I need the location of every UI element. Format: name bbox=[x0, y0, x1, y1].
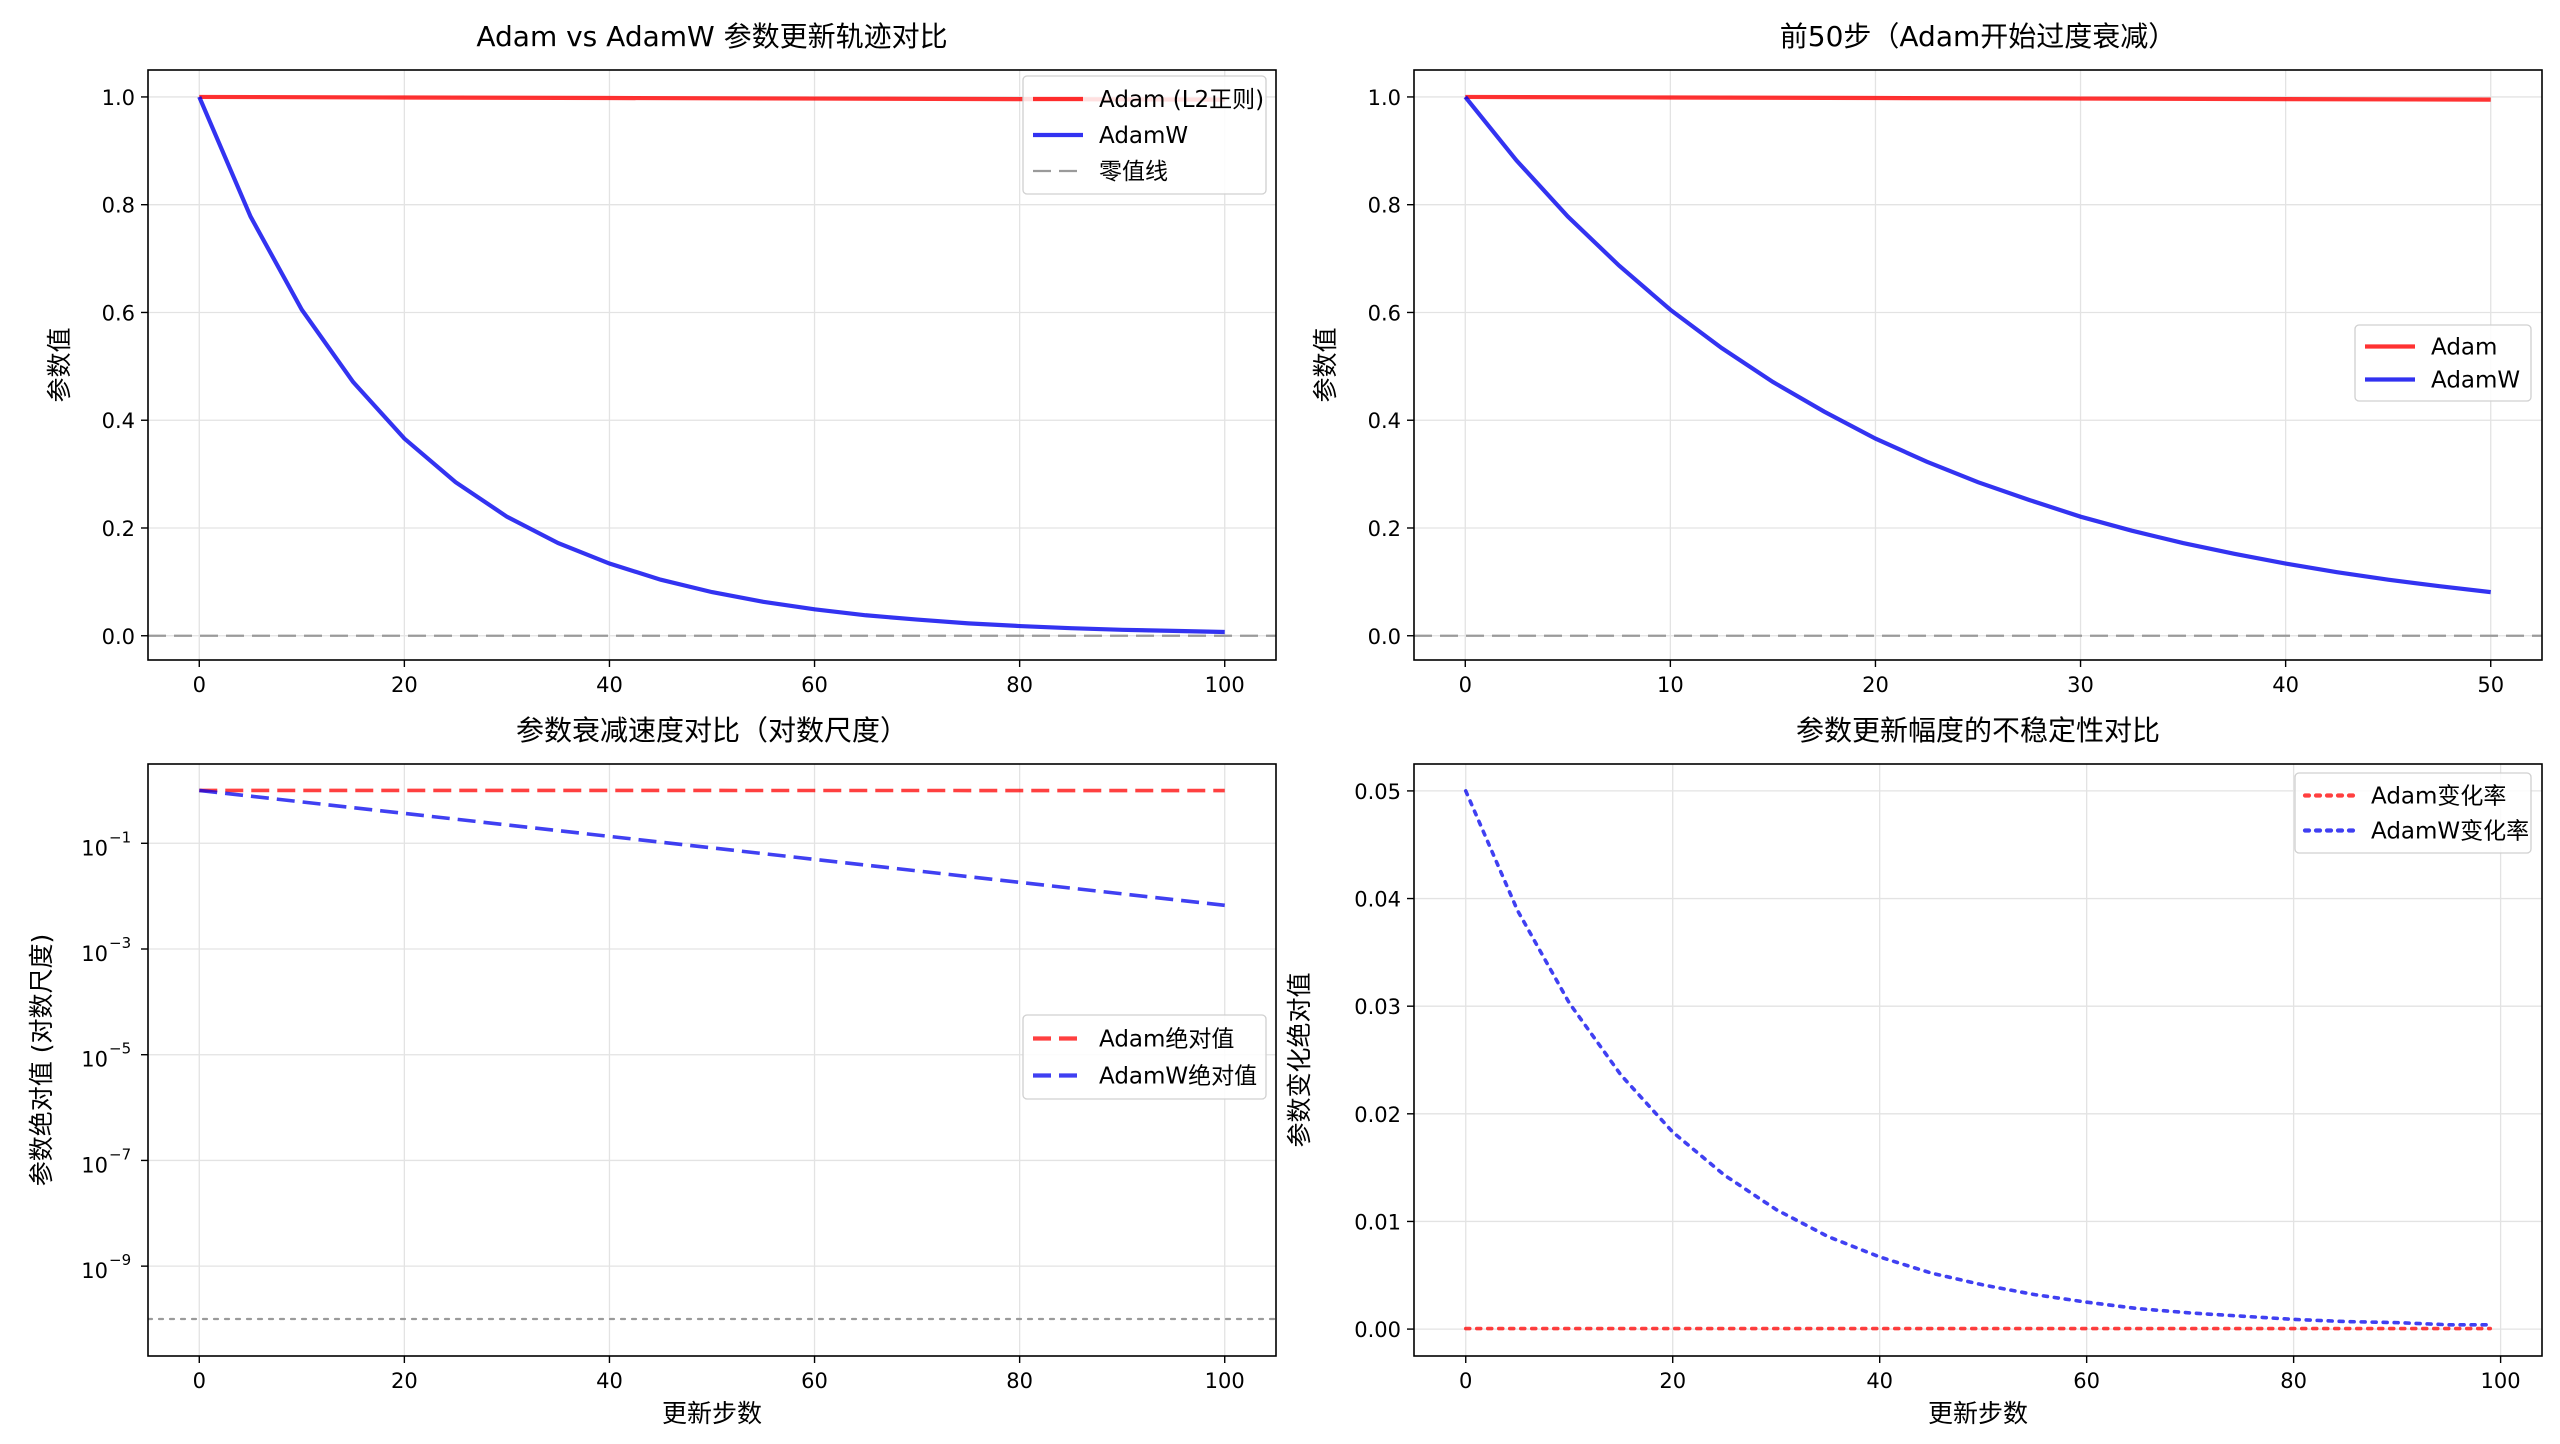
legend-label: Adam bbox=[2431, 335, 2497, 361]
legend: Adam绝对值 AdamW绝对值 bbox=[1022, 1014, 1267, 1100]
y-tick-label: 0.04 bbox=[1354, 888, 1401, 912]
x-tick-label: 40 bbox=[596, 673, 623, 697]
plot-frame bbox=[1413, 763, 2543, 1357]
y-tick-exponent: −7 bbox=[109, 1145, 131, 1163]
subplot-1: 0 20 40 60 80 100 0.0 0.2 0.4 0.6 0.8 1.0 Adam vs Ad… bbox=[45, 20, 1277, 697]
y-tick-label: 0.00 bbox=[1354, 1318, 1401, 1342]
x-tick-label: 80 bbox=[1006, 673, 1033, 697]
y-tick-label: 10 bbox=[81, 1153, 108, 1177]
series-line-Adam bbox=[1465, 94, 2491, 102]
plot-frame bbox=[147, 69, 1277, 661]
legend: Adam AdamW bbox=[2354, 324, 2532, 402]
subplot-2: 0 10 20 30 40 50 0.0 0.2 0.4 0.6 0.8 1.0 前50步（Adam开始… bbox=[1311, 20, 2543, 697]
x-tick-label: 20 bbox=[1659, 1369, 1686, 1393]
x-axis-label: 更新步数 bbox=[1928, 1399, 2028, 1428]
y-tick-label: 0.0 bbox=[1368, 625, 1401, 649]
plot-frame bbox=[147, 763, 1277, 1357]
legend-box bbox=[2294, 772, 2532, 854]
legend-label: 零值线 bbox=[1099, 159, 1168, 185]
x-tick-label: 0 bbox=[1459, 1369, 1472, 1393]
legend-box bbox=[1022, 75, 1267, 195]
x-tick-label: 40 bbox=[1866, 1369, 1893, 1393]
legend: Adam (L2正则) AdamW 零值线 bbox=[1022, 75, 1267, 195]
y-tick-label: 10 bbox=[81, 836, 108, 860]
y-tick-label: 1.0 bbox=[1368, 86, 1401, 110]
y-tick-label: 0.4 bbox=[102, 409, 135, 433]
subplot-4: 0 20 40 60 80 100 0.00 0.01 0.02 0.03 0.04 0.05 参数更新… bbox=[1285, 714, 2543, 1428]
legend-label: Adam (L2正则) bbox=[1099, 87, 1264, 113]
y-axis-label: 参数值 bbox=[45, 327, 74, 402]
x-tick-label: 60 bbox=[801, 673, 828, 697]
legend-label: Adam变化率 bbox=[2371, 784, 2506, 810]
x-tick-label: 20 bbox=[1862, 673, 1889, 697]
y-tick-exponent: −5 bbox=[109, 1040, 131, 1058]
x-tick-label: 30 bbox=[2067, 673, 2094, 697]
y-tick-label: 0.8 bbox=[1368, 194, 1401, 218]
legend-label: AdamW绝对值 bbox=[1099, 1064, 1257, 1090]
y-tick-label: 0.6 bbox=[1368, 301, 1401, 325]
y-tick-label: 10 bbox=[81, 942, 108, 966]
y-tick-label: 0.02 bbox=[1354, 1103, 1401, 1127]
x-tick-label: 0 bbox=[193, 1369, 206, 1393]
y-tick-label: 0.8 bbox=[102, 194, 135, 218]
legend-box bbox=[1022, 1014, 1267, 1100]
legend-box bbox=[2354, 324, 2532, 402]
y-tick-exponent: −9 bbox=[109, 1251, 131, 1269]
legend-label: Adam绝对值 bbox=[1099, 1027, 1234, 1053]
x-axis-label: 更新步数 bbox=[662, 1399, 762, 1428]
y-tick-label: 0.4 bbox=[1368, 409, 1401, 433]
series-line-AdamW绝对值 bbox=[199, 788, 1225, 908]
x-tick-label: 20 bbox=[391, 673, 418, 697]
chart-title: 参数衰减速度对比（对数尺度） bbox=[516, 714, 908, 747]
x-tick-label: 40 bbox=[596, 1369, 623, 1393]
y-axis-label: 参数绝对值 (对数尺度) bbox=[27, 934, 56, 1186]
y-tick-label: 10 bbox=[81, 1048, 108, 1072]
y-tick-label: 0.2 bbox=[102, 517, 135, 541]
plot-lines bbox=[1414, 94, 2542, 637]
plot-lines bbox=[1463, 789, 2493, 1331]
y-axis-label: 参数值 bbox=[1311, 327, 1340, 402]
plot-frame bbox=[1413, 69, 2543, 661]
plot-lines bbox=[148, 788, 1276, 1321]
x-tick-label: 60 bbox=[801, 1369, 828, 1393]
y-tick-label: 0.03 bbox=[1354, 995, 1401, 1019]
y-tick-label: 10 bbox=[81, 1259, 108, 1283]
x-tick-label: 100 bbox=[1205, 673, 1245, 697]
x-tick-label: 100 bbox=[2481, 1369, 2521, 1393]
y-tick-label: 0.0 bbox=[102, 625, 135, 649]
chart-title: Adam vs AdamW 参数更新轨迹对比 bbox=[476, 20, 947, 53]
x-tick-label: 40 bbox=[2272, 673, 2299, 697]
x-tick-label: 0 bbox=[1459, 673, 1472, 697]
series-line-AdamW变化率 bbox=[1463, 789, 2493, 1327]
y-tick-label: 0.05 bbox=[1354, 780, 1401, 804]
legend: Adam变化率 AdamW变化率 bbox=[2294, 772, 2532, 854]
series-line-AdamW bbox=[1463, 95, 2491, 595]
x-tick-label: 60 bbox=[2073, 1369, 2100, 1393]
x-tick-label: 50 bbox=[2477, 673, 2504, 697]
chart-title: 前50步（Adam开始过度衰减） bbox=[1780, 20, 2177, 53]
y-tick-exponent: −3 bbox=[109, 934, 131, 952]
y-tick-exponent: −1 bbox=[109, 828, 131, 846]
y-tick-label: 0.2 bbox=[1368, 517, 1401, 541]
y-tick-label: 0.6 bbox=[102, 301, 135, 325]
x-tick-label: 100 bbox=[1205, 1369, 1245, 1393]
y-axis-label: 参数变化绝对值 bbox=[1285, 972, 1314, 1147]
series-line-AdamW bbox=[197, 96, 1225, 635]
x-tick-label: 80 bbox=[2280, 1369, 2307, 1393]
chart-title: 参数更新幅度的不稳定性对比 bbox=[1796, 714, 2160, 747]
y-tick-label: 0.01 bbox=[1354, 1210, 1401, 1234]
y-tick-label: 1.0 bbox=[102, 86, 135, 110]
x-tick-label: 10 bbox=[1657, 673, 1684, 697]
legend-label: AdamW bbox=[1099, 123, 1188, 149]
x-tick-label: 0 bbox=[193, 673, 206, 697]
x-tick-label: 20 bbox=[391, 1369, 418, 1393]
legend-label: AdamW bbox=[2431, 368, 2520, 394]
legend-label: AdamW变化率 bbox=[2371, 819, 2529, 845]
x-tick-label: 80 bbox=[1006, 1369, 1033, 1393]
